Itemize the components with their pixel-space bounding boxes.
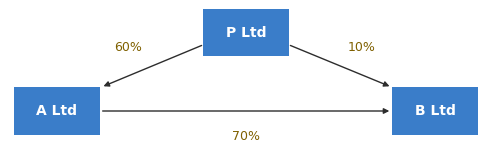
Text: 60%: 60% — [114, 41, 142, 54]
FancyBboxPatch shape — [393, 87, 478, 135]
FancyBboxPatch shape — [203, 9, 289, 56]
Text: P Ltd: P Ltd — [226, 26, 266, 40]
Text: 10%: 10% — [348, 41, 375, 54]
Text: 70%: 70% — [232, 130, 260, 143]
FancyBboxPatch shape — [14, 87, 100, 135]
Text: B Ltd: B Ltd — [415, 104, 456, 118]
Text: A Ltd: A Ltd — [36, 104, 77, 118]
